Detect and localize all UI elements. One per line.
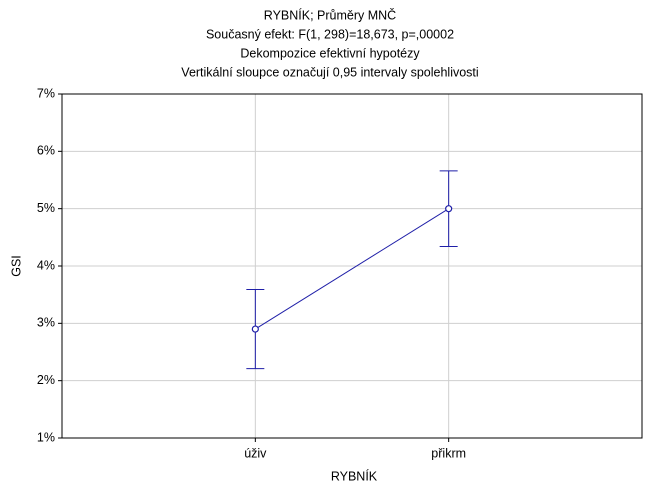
x-tick-label: úživ — [244, 446, 267, 460]
x-axis-label: RYBNÍK — [331, 468, 378, 483]
point — [251, 325, 259, 333]
chart-title: RYBNÍK; Průměry MNČ — [264, 7, 396, 22]
subtitle: Současný efekt: F(1, 298)=18,673, p=,000… — [206, 27, 454, 41]
subtitle: Vertikální sloupce označují 0,95 interva… — [181, 65, 478, 79]
y-tick-label: 7% — [37, 86, 55, 100]
y-tick-label: 5% — [37, 201, 55, 215]
y-axis-label: GSI — [9, 255, 23, 277]
line — [255, 208, 449, 330]
y-tick-label: 1% — [37, 430, 55, 444]
y-tick-label: 6% — [37, 144, 55, 158]
y-tick-label: 4% — [37, 258, 55, 272]
plot-frame — [61, 93, 643, 439]
y-tick-label: 2% — [37, 373, 55, 387]
x-tick-label: přikrm — [431, 446, 466, 460]
point — [445, 205, 453, 213]
y-tick-label: 3% — [37, 316, 55, 330]
subtitle: Dekompozice efektivní hypotézy — [240, 46, 420, 60]
